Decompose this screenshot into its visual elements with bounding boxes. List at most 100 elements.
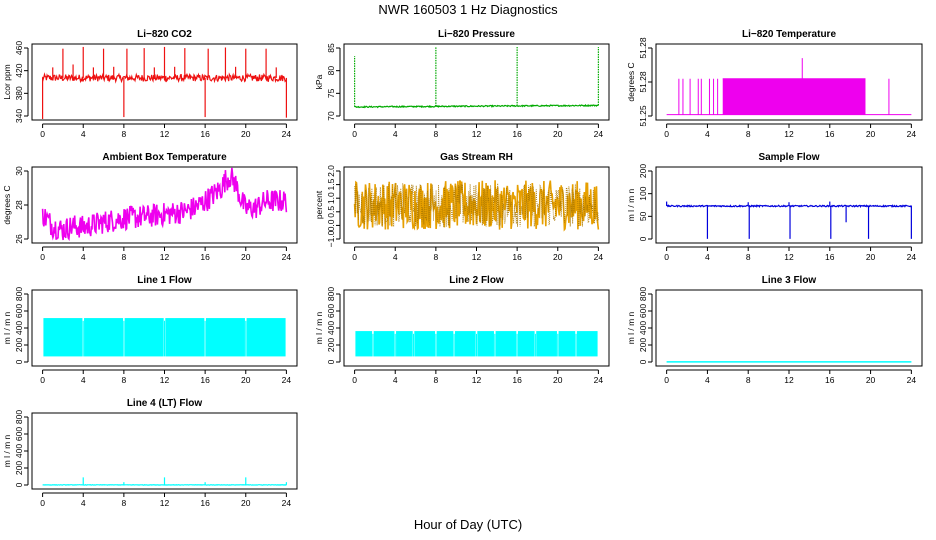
y-tick-label: 400: [638, 321, 648, 335]
y-axis-label: degrees C: [626, 62, 636, 101]
series-band: [373, 331, 395, 357]
plot-frame: [31, 166, 298, 244]
y-tick-label: 1.0: [326, 192, 336, 204]
x-tick-label: 8: [433, 252, 438, 262]
panel-line3-flow: Line 3 Flow m l / m n 0 4 8 12 16 20 24 0 200 400 60…: [626, 275, 923, 385]
panel-title: Li−820 Temperature: [742, 29, 836, 40]
panel-pressure: Li−820 Pressure kPa 0 4 8 12 16 20 24 70 75 80 85: [314, 29, 610, 139]
y-tick-label: 26: [14, 234, 24, 244]
x-tick-label: 16: [200, 252, 210, 262]
plot-area: [42, 477, 287, 486]
x-tick-label: 12: [472, 375, 482, 385]
series-band: [558, 331, 576, 357]
x-tick-label: 8: [746, 252, 751, 262]
x-tick-label: 24: [907, 375, 917, 385]
panel-title: Line 3 Flow: [762, 275, 817, 286]
series-band: [396, 331, 413, 357]
x-tick-label: 0: [40, 252, 45, 262]
x-axis: 0 4 8 12 16 20 24: [352, 369, 604, 385]
y-tick-label: 460: [14, 41, 24, 55]
x-tick-label: 24: [594, 375, 604, 385]
y-tick-label: 100: [638, 186, 648, 200]
x-tick-label: 4: [81, 252, 86, 262]
panel-line1-flow: Line 1 Flow m l / m n 0 4 8 12 16 20 24 0 200 400 60…: [2, 275, 298, 385]
y-axis: 51.25 51.28 51.28: [638, 37, 653, 127]
x-tick-label: 4: [393, 129, 398, 139]
panel-title: Line 2 Flow: [449, 275, 504, 286]
plot-area: [41, 46, 287, 119]
x-tick-label: 20: [866, 375, 876, 385]
x-tick-label: 24: [282, 129, 292, 139]
x-tick-label: 4: [393, 375, 398, 385]
plot-area: [354, 47, 600, 109]
y-axis: 0 50 100 200: [638, 164, 653, 241]
series-band: [454, 331, 476, 357]
x-tick-label: 12: [160, 375, 170, 385]
x-axis: 0 4 8 12 16 20 24: [352, 123, 603, 139]
x-tick-label: 8: [746, 129, 751, 139]
series-line: [354, 103, 599, 109]
series-band: [436, 331, 454, 357]
y-tick-label: 800: [638, 287, 648, 301]
y-axis-label: m l / m n: [626, 311, 636, 344]
x-tick-label: 0: [352, 252, 357, 262]
plot-frame: [343, 43, 610, 121]
panel-li820-temp: Li−820 Temperature degrees C 0 4 8 12 16 20 24 51…: [626, 29, 923, 139]
x-tick-label: 20: [553, 375, 563, 385]
x-tick-label: 24: [594, 252, 604, 262]
series-band: [43, 318, 83, 357]
y-axis-label: m l / m n: [626, 188, 636, 221]
y-tick-label: 200: [326, 338, 336, 352]
x-tick-label: 20: [241, 129, 251, 139]
x-tick-label: 24: [282, 252, 292, 262]
panel-title: Li−820 Pressure: [438, 29, 515, 40]
x-tick-label: 20: [241, 375, 251, 385]
x-axis: 0 4 8 12 16 20 24: [40, 492, 291, 508]
x-tick-label: 0: [352, 375, 357, 385]
y-tick-label: 51.25: [638, 105, 648, 127]
x-tick-label: 8: [746, 375, 751, 385]
y-tick-label: 200: [14, 461, 24, 475]
y-tick-label: 800: [14, 287, 24, 301]
panel-line4-flow: Line 4 (LT) Flow m l / m n 0 4 8 12 16 20 24 0 200…: [2, 398, 298, 508]
y-axis-label: m l / m n: [314, 311, 324, 344]
series-band: [722, 78, 866, 115]
chart-main-title: NWR 160503 1 Hz Diagnostics: [378, 2, 558, 17]
y-tick-label: 600: [14, 427, 24, 441]
x-tick-label: 4: [81, 498, 86, 508]
x-tick-label: 4: [705, 129, 710, 139]
x-tick-label: 16: [512, 129, 522, 139]
y-axis-label: m l / m n: [2, 311, 12, 344]
y-tick-label: 400: [14, 321, 24, 335]
x-tick-label: 0: [40, 375, 45, 385]
y-tick-label: 200: [638, 338, 648, 352]
y-tick-label: 400: [14, 444, 24, 458]
plot-area: [41, 167, 288, 242]
series-band: [84, 318, 124, 357]
plot-area: [43, 318, 286, 357]
panel-title: Sample Flow: [758, 152, 819, 163]
plot-frame: [655, 166, 923, 244]
y-tick-label: 380: [14, 86, 24, 100]
plot-frame: [31, 43, 298, 121]
x-tick-label: 0: [664, 252, 669, 262]
panel-title: Gas Stream RH: [440, 152, 513, 163]
x-tick-label: 20: [866, 129, 876, 139]
x-tick-label: 16: [825, 375, 835, 385]
y-tick-label: 28: [14, 200, 24, 210]
x-tick-label: 4: [81, 129, 86, 139]
y-tick-label: 0: [14, 359, 24, 364]
y-tick-label: 30: [14, 166, 24, 176]
panel-sample-flow: Sample Flow m l / m n 0 4 8 12 16 20 24 0 50 100 200: [626, 152, 923, 262]
x-tick-label: 8: [121, 375, 126, 385]
y-tick-label: 340: [14, 109, 24, 123]
plot-frame: [655, 289, 923, 367]
y-tick-label: 600: [638, 304, 648, 318]
x-tick-label: 16: [200, 498, 210, 508]
x-tick-label: 8: [121, 129, 126, 139]
y-tick-label: 600: [326, 304, 336, 318]
y-tick-label: 0: [638, 236, 648, 241]
panel-title: Line 1 Flow: [137, 275, 192, 286]
y-axis-label: m l / m n: [2, 434, 12, 467]
x-tick-label: 12: [472, 252, 482, 262]
